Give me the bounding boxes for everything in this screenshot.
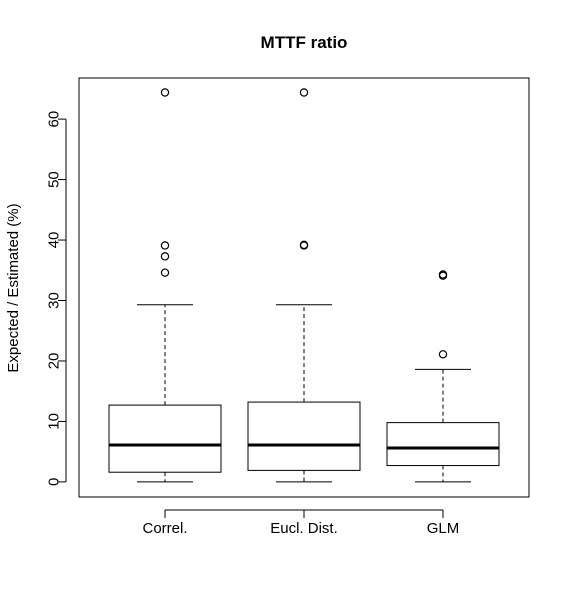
y-tick-label: 0 (45, 478, 62, 486)
y-tick-label: 50 (45, 171, 62, 188)
outlier-point (160, 88, 170, 97)
y-tick-label: 60 (45, 111, 62, 128)
outlier-point (160, 241, 170, 250)
chart-title: MTTF ratio (261, 33, 348, 52)
x-tick-label: GLM (427, 520, 460, 537)
iqr-box (247, 401, 361, 471)
box-0 (108, 88, 222, 483)
outlier-point (160, 252, 170, 261)
y-axis-label: Expected / Estimated (%) (5, 203, 22, 372)
outlier-point (438, 270, 448, 279)
y-tick-label: 20 (45, 353, 62, 370)
iqr-box (108, 404, 222, 473)
box-2 (386, 270, 500, 483)
plot-frame (78, 77, 530, 498)
box-1 (247, 88, 361, 483)
outlier-point (438, 350, 448, 359)
y-tick-label: 40 (45, 232, 62, 249)
outlier-point (299, 88, 309, 97)
x-tick-label: Eucl. Dist. (270, 520, 338, 537)
y-tick-label: 10 (45, 413, 62, 430)
outlier-point (299, 240, 309, 250)
iqr-box (386, 422, 500, 467)
x-axis: Correl. Eucl. Dist. GLM (142, 509, 460, 537)
boxes-layer (108, 88, 500, 483)
y-tick-label: 30 (45, 292, 62, 309)
x-tick-label: Correl. (142, 520, 187, 537)
outlier-point (160, 268, 170, 277)
y-axis: 0 10 20 30 40 50 60 (45, 111, 67, 486)
